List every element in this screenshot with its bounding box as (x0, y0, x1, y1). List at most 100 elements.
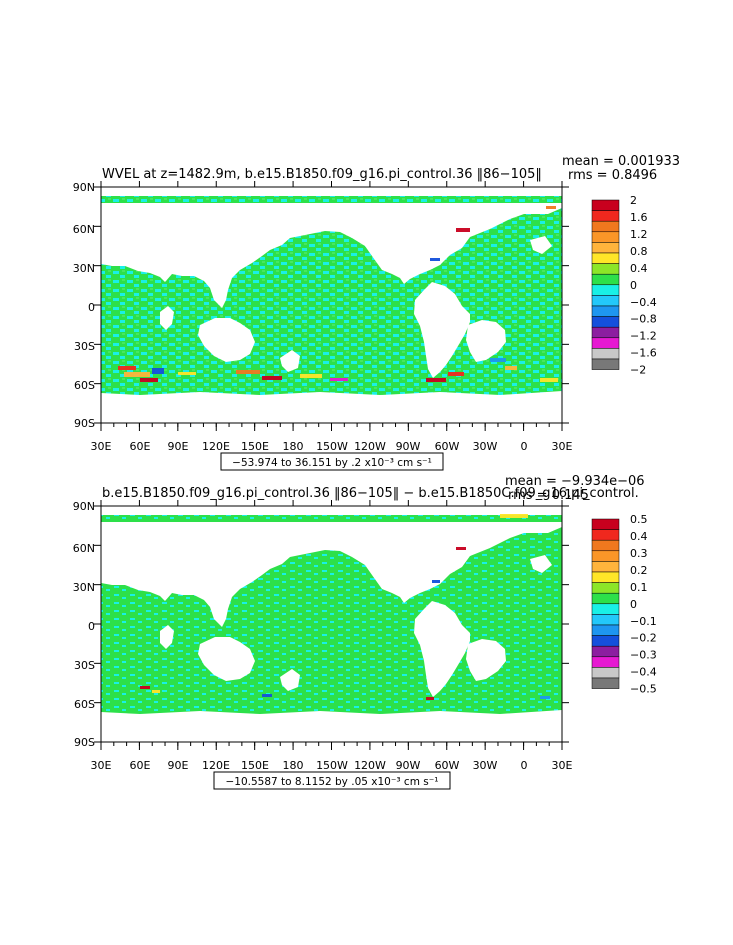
colorbar-box (591, 210, 620, 222)
lon-label: 120E (202, 759, 230, 772)
panel-2-lon-labels: 30E 60E 90E 120E 150E 180 150W 120W 90W … (91, 759, 573, 772)
lon-label: 60E (130, 440, 151, 453)
colorbar-box (591, 358, 620, 370)
lat-label: 90N (73, 181, 95, 194)
panel-2-mean: mean = −9.934e−06 (505, 474, 645, 489)
lat-label: 30S (74, 659, 95, 672)
lon-label: 60E (130, 759, 151, 772)
lon-label: 30E (552, 759, 573, 772)
panel-1-title: WVEL at z=1482.9m, b.e15.B1850.f09_g16.p… (102, 167, 542, 182)
colorbar-box (591, 242, 620, 254)
lon-label: 30W (473, 759, 498, 772)
colorbar-box (591, 337, 620, 349)
panel-1-caption-text: −53.974 to 36.151 by .2 x10⁻³ cm s⁻¹ (232, 457, 432, 469)
colorbar-label: 0.5 (630, 513, 648, 526)
panel-2-lat-labels: 90N 60N 30N 0 30S 60S 90S (73, 500, 95, 749)
lon-label: 90W (396, 440, 421, 453)
colorbar-box (591, 326, 620, 339)
panel-2-map (100, 505, 563, 743)
colorbar-box (591, 348, 620, 360)
colorbar-box (591, 231, 620, 243)
lon-label: 150W (316, 440, 348, 453)
lat-label: 60S (74, 379, 95, 392)
colorbar-label: 0.2 (630, 564, 648, 577)
colorbar-box (591, 284, 620, 296)
colorbar-label: 0.8 (630, 245, 648, 258)
colorbar-label: −2 (630, 364, 646, 377)
colorbar-label: −0.4 (630, 666, 657, 679)
lon-label: 180 (283, 759, 304, 772)
panel-2-caption: −10.5587 to 8.1152 by .05 x10⁻³ cm s⁻¹ (213, 771, 451, 790)
lon-label: 120W (354, 440, 386, 453)
lon-label: 60W (435, 759, 460, 772)
colorbar-label: −1.6 (630, 347, 657, 360)
colorbar-box (591, 561, 620, 573)
lon-label: 150E (241, 440, 269, 453)
lon-label: 150E (241, 759, 269, 772)
colorbar-box (591, 539, 620, 552)
colorbar-label: 0.1 (630, 581, 648, 594)
colorbar-label: 0.4 (630, 262, 648, 275)
colorbar-label: 1.6 (630, 211, 648, 224)
panel-1-colorbar: 2 1.6 1.2 0.8 0.4 0 −0.4 −0.8 −1.2 −1.6 −2 (591, 194, 657, 377)
lat-label: 30N (73, 581, 95, 594)
colorbar-box (591, 571, 620, 583)
colorbar-label: −0.3 (630, 649, 657, 662)
lon-label: 0 (521, 759, 528, 772)
colorbar-box (591, 295, 620, 307)
panel-1-rms: rms = 0.8496 (568, 168, 657, 183)
lat-label: 90S (74, 417, 95, 430)
lon-label: 120W (354, 759, 386, 772)
lat-label: 30N (73, 262, 95, 275)
colorbar-box (591, 220, 620, 233)
panel-1-map (100, 186, 563, 424)
colorbar-box (591, 305, 620, 317)
lat-label: 30S (74, 340, 95, 353)
lat-label: 60N (73, 542, 95, 555)
colorbar-box (591, 550, 620, 562)
lon-label: 30W (473, 440, 498, 453)
colorbar-label: −0.5 (630, 683, 657, 696)
colorbar-label: 0 (630, 279, 637, 292)
colorbar-box (591, 518, 620, 530)
colorbar-label: −0.4 (630, 296, 657, 309)
colorbar-box (591, 624, 620, 636)
lat-label: 90N (73, 500, 95, 513)
colorbar-label: 0 (630, 598, 637, 611)
colorbar-box (591, 252, 620, 264)
lon-label: 90E (168, 759, 189, 772)
colorbar-label: −0.1 (630, 615, 657, 628)
lon-label: 180 (283, 440, 304, 453)
colorbar-box (591, 635, 620, 647)
panel-2-caption-text: −10.5587 to 8.1152 by .05 x10⁻³ cm s⁻¹ (226, 776, 439, 788)
colorbar-box (591, 614, 620, 626)
lon-label: 30E (552, 440, 573, 453)
colorbar-box (591, 199, 620, 211)
lon-label: 60W (435, 440, 460, 453)
colorbar-box (591, 667, 620, 679)
colorbar-label: −0.8 (630, 313, 657, 326)
colorbar-box (591, 677, 620, 689)
panel-1-mean: mean = 0.001933 (562, 154, 680, 169)
colorbar-label: −1.2 (630, 330, 657, 343)
colorbar-box (591, 316, 620, 328)
panel-1-lat-labels: 90N 60N 30N 0 30S 60S 90S (73, 181, 95, 430)
lat-label: 60N (73, 223, 95, 236)
panel-2-ticks (94, 500, 569, 750)
colorbar-box (591, 592, 620, 605)
lon-label: 90E (168, 440, 189, 453)
panel-2-title: b.e15.B1850.f09_g16.pi_control.36 ‖86−10… (102, 486, 639, 501)
lon-label: 30E (91, 440, 112, 453)
panel-1-ticks (94, 181, 569, 431)
colorbar-box (591, 603, 620, 615)
colorbar-box (591, 656, 620, 668)
colorbar-label: 0.3 (630, 547, 648, 560)
lat-label: 90S (74, 736, 95, 749)
colorbar-label: −0.2 (630, 632, 657, 645)
lat-label: 0 (88, 620, 95, 633)
lat-label: 0 (88, 301, 95, 314)
colorbar-box (591, 645, 620, 658)
lon-label: 90W (396, 759, 421, 772)
colorbar-box (591, 263, 620, 275)
